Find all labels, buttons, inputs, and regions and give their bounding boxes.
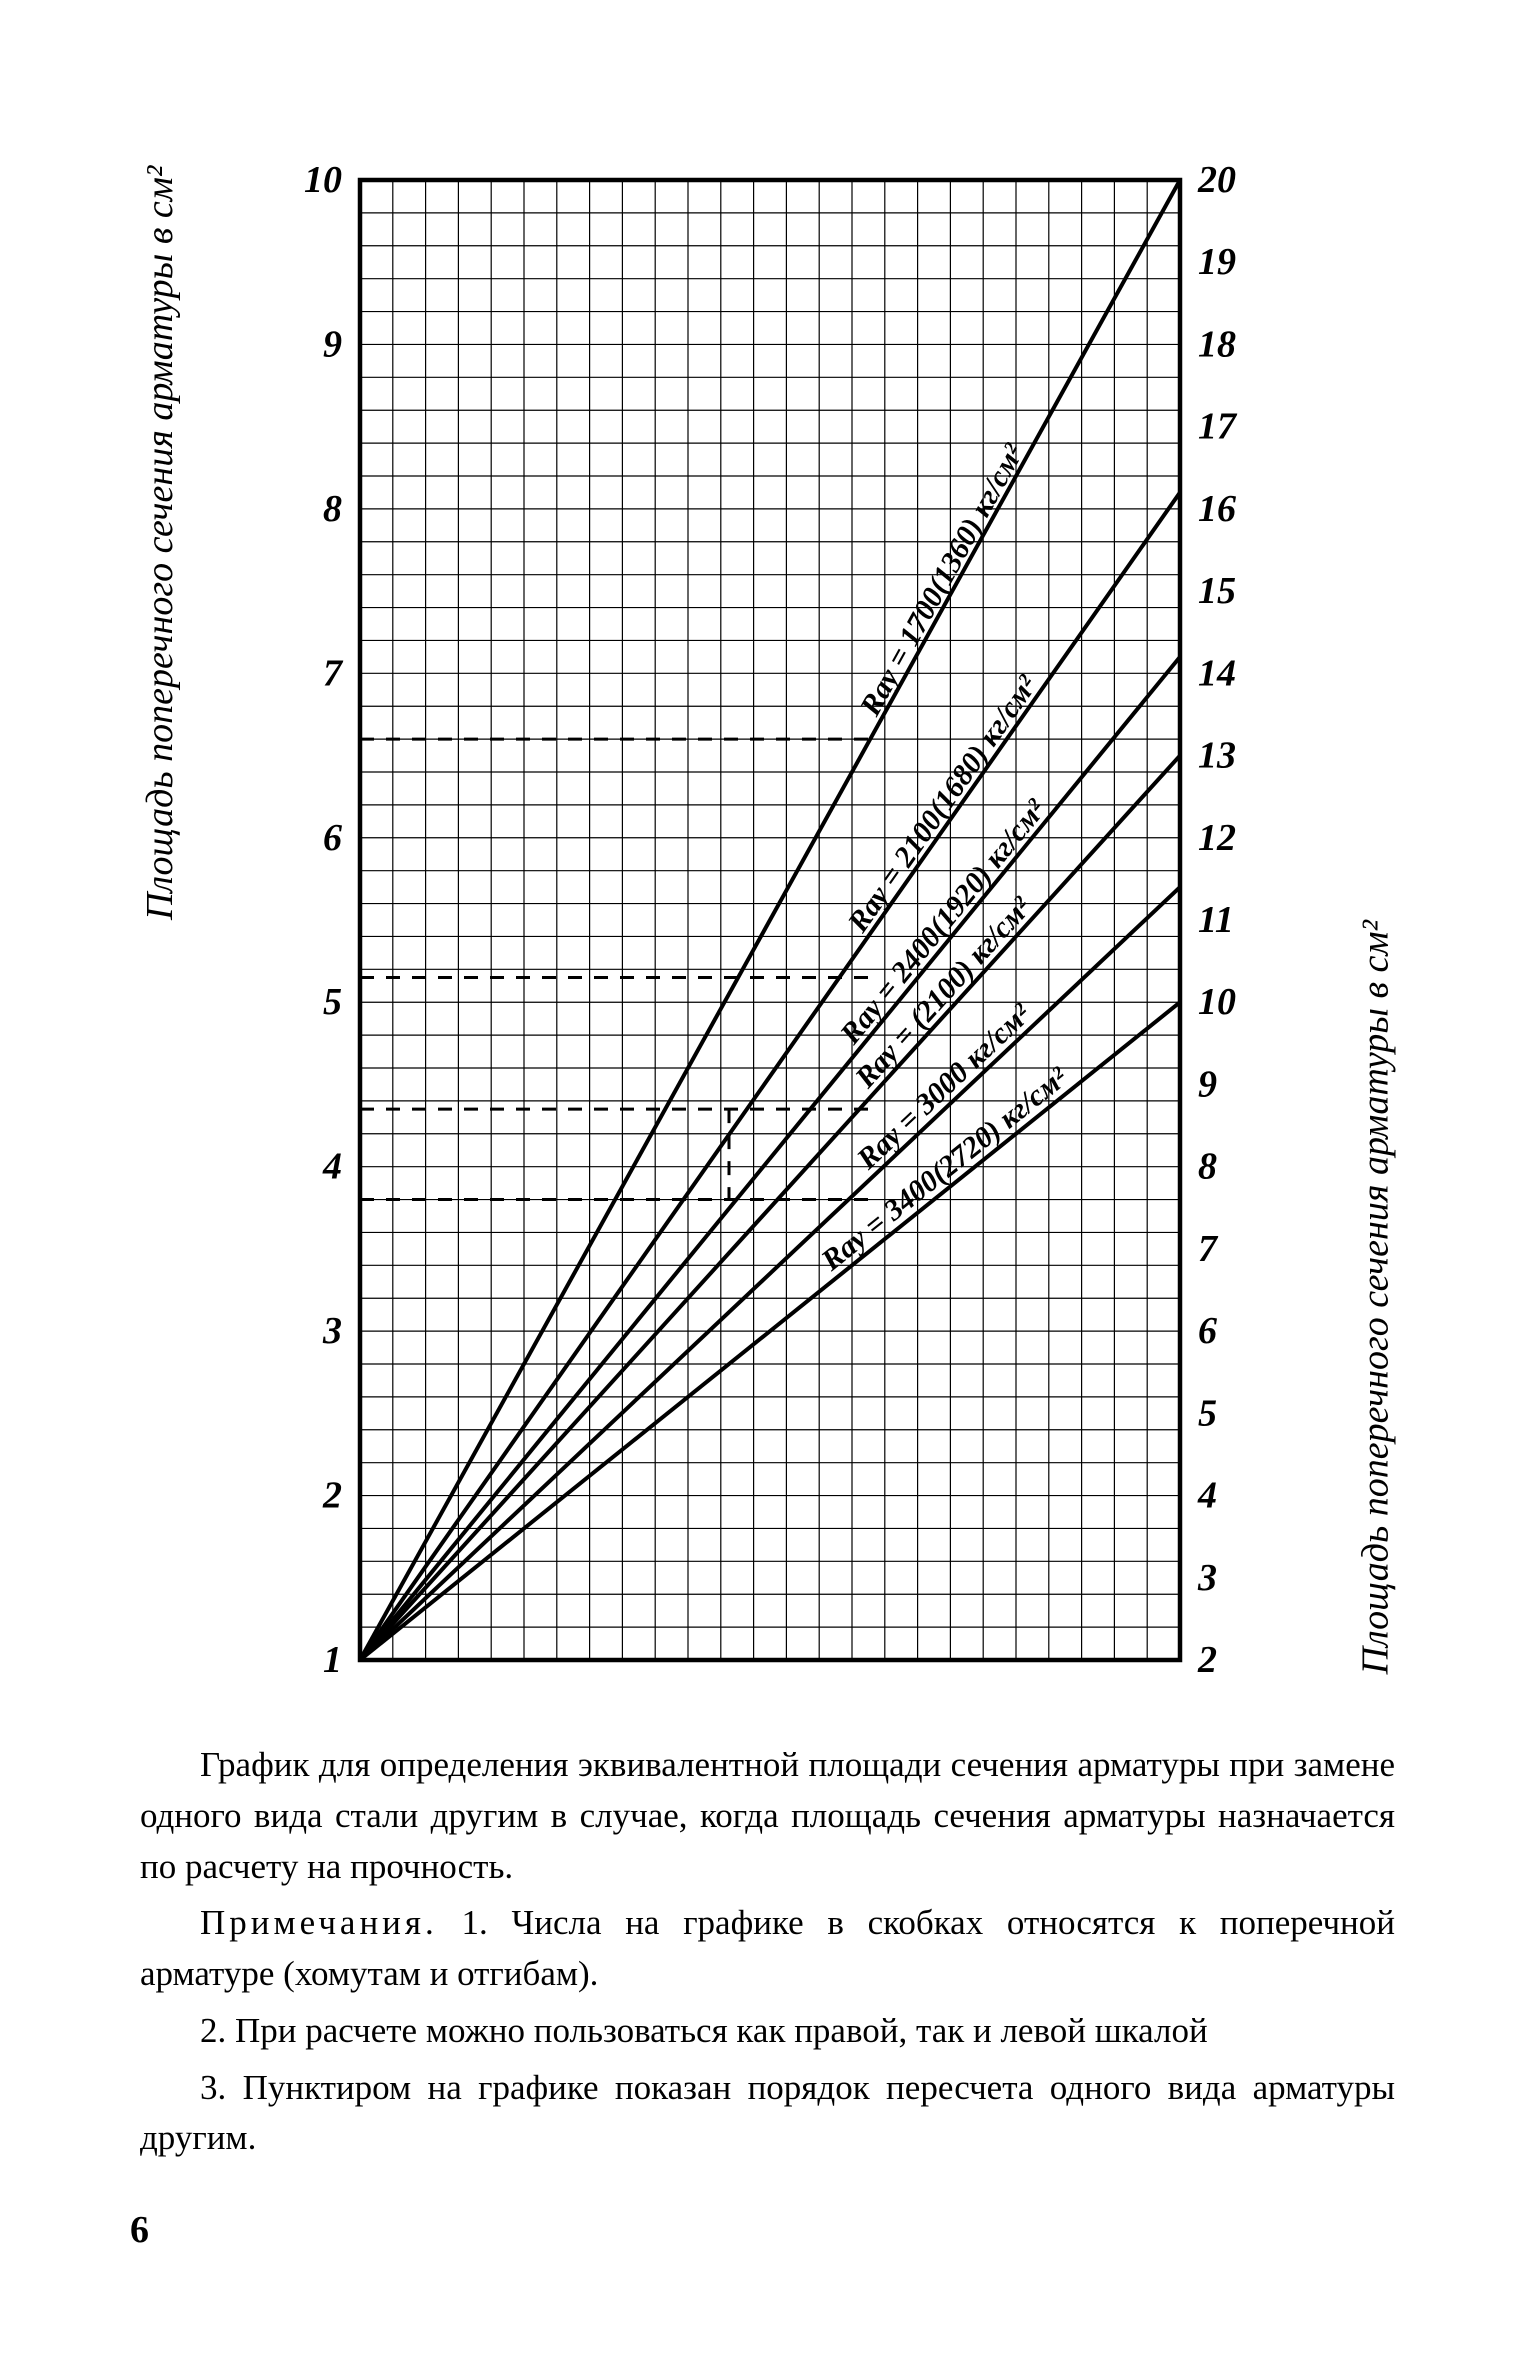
svg-text:9: 9	[323, 323, 342, 365]
svg-text:19: 19	[1198, 241, 1236, 283]
svg-text:12: 12	[1198, 817, 1236, 859]
series-lines	[360, 180, 1180, 1660]
svg-text:8: 8	[323, 488, 342, 530]
caption-note-2: 2. При расчете можно пользоваться как пр…	[140, 2006, 1395, 2057]
svg-text:16: 16	[1198, 488, 1236, 530]
svg-text:9: 9	[1198, 1063, 1217, 1105]
svg-text:13: 13	[1198, 735, 1236, 777]
right-axis-ticks: 2 3 4 5 6 7 8 9 10 11 12 13 14 15 16 17 18 19 20	[1197, 159, 1238, 1681]
chart-svg: 12345678910 2345678910111213141516171819…	[270, 140, 1270, 1700]
chart-area: Площадь поперечного сечения арматуры в с…	[120, 140, 1415, 1700]
svg-text:8: 8	[1198, 1146, 1217, 1188]
caption-main: График для определения эквивалентной пло…	[140, 1740, 1395, 1892]
svg-text:7: 7	[323, 652, 344, 694]
series-labels: Rау = 1700(1360) кг/см²Rау = 2100(1680) …	[814, 438, 1074, 1278]
svg-text:14: 14	[1198, 652, 1236, 694]
svg-text:2: 2	[1197, 1639, 1217, 1681]
page-number: 6	[130, 2208, 149, 2252]
svg-text:1: 1	[323, 1639, 342, 1681]
svg-text:20: 20	[1197, 159, 1236, 201]
right-axis-title: Площадь поперечного сечения арматуры в с…	[1353, 920, 1397, 1674]
svg-text:3: 3	[1197, 1557, 1217, 1599]
svg-text:18: 18	[1198, 323, 1236, 365]
svg-text:7: 7	[1198, 1228, 1219, 1270]
svg-text:2: 2	[322, 1475, 342, 1517]
left-axis-ticks: 1 2 3 4 5 6 7 8 9 10	[304, 159, 344, 1681]
svg-text:10: 10	[1198, 981, 1236, 1023]
svg-text:4: 4	[322, 1146, 342, 1188]
svg-text:10: 10	[304, 159, 342, 201]
svg-text:17: 17	[1198, 406, 1238, 448]
svg-text:Rау = 1700(1360) кг/см²: Rау = 1700(1360) кг/см²	[853, 438, 1031, 723]
svg-text:3: 3	[322, 1310, 342, 1352]
page: Площадь поперечного сечения арматуры в с…	[0, 0, 1535, 2362]
caption-block: График для определения эквивалентной пло…	[120, 1740, 1415, 2164]
caption-note-3: 3. Пунктиром на графике показан порядок …	[140, 2063, 1395, 2165]
svg-text:6: 6	[323, 817, 342, 859]
caption-note-1: Примечания. 1. Числа на графике в скобка…	[140, 1898, 1395, 2000]
svg-text:15: 15	[1198, 570, 1236, 612]
notes-label: Примечания.	[200, 1903, 438, 1942]
svg-text:5: 5	[1198, 1392, 1217, 1434]
svg-text:6: 6	[1198, 1310, 1217, 1352]
svg-text:4: 4	[1197, 1475, 1217, 1517]
svg-text:5: 5	[323, 981, 342, 1023]
svg-text:11: 11	[1198, 899, 1234, 941]
left-axis-title: Площадь поперечного сечения арматуры в с…	[138, 166, 182, 920]
